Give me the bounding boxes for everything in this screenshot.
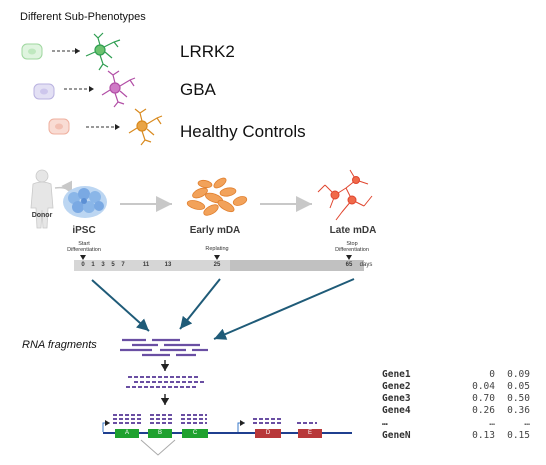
gene-name: Gene3 — [382, 393, 411, 404]
late-mda-neurons — [317, 169, 373, 221]
gene-name: GeneN — [382, 430, 411, 441]
exon-label: C — [192, 430, 198, 436]
stage-label-early-mda: Early mDA — [189, 225, 241, 236]
exon-label: E — [307, 430, 312, 436]
gene-value-1: 0.70 — [472, 393, 495, 404]
exon-e — [298, 429, 322, 438]
neuron-icon — [101, 70, 136, 108]
stop-marker — [346, 255, 352, 260]
gene-value-2: 0.15 — [507, 430, 530, 441]
aligned-reads — [113, 414, 317, 424]
gene-name: Gene1 — [382, 369, 411, 380]
phenotype-row-healthy — [48, 108, 163, 146]
rna-fragment-cluster — [120, 338, 208, 357]
gene-value-1: 0.26 — [472, 405, 495, 416]
gene-value-2: 0.50 — [507, 393, 530, 404]
event-label-replating: Replating — [205, 246, 229, 252]
replating-marker — [214, 255, 220, 260]
gene-name: Gene2 — [382, 381, 411, 392]
rna-fragments-label: RNA fragments — [22, 339, 97, 351]
tick-label: 65 — [345, 262, 353, 268]
neuron-icon — [128, 108, 163, 146]
exon-d — [255, 429, 281, 438]
exon-a — [115, 429, 139, 438]
phenotype-label-lrrk2: LRRK2 — [180, 42, 235, 61]
phenotype-label-gba: GBA — [180, 80, 216, 99]
tick-label: 5 — [111, 262, 115, 268]
tick-unit: days — [359, 262, 373, 268]
tick-label: 1 — [91, 262, 95, 268]
tick-label: 11 — [142, 262, 150, 268]
gene-value-2: 0.36 — [507, 405, 530, 416]
fragmented-reads — [126, 376, 204, 388]
gene-name: Gene4 — [382, 405, 411, 416]
phenotype-label-healthy: Healthy Controls — [180, 122, 306, 141]
early-mda-cells — [186, 177, 248, 216]
gene-value-1: 0.04 — [472, 381, 495, 392]
gene-value-2: … — [524, 417, 530, 428]
flow-arrows — [91, 278, 355, 340]
tick-label: 13 — [164, 262, 172, 268]
gene-name: … — [382, 417, 388, 428]
exon-c — [182, 429, 208, 438]
gene-value-2: 0.05 — [507, 381, 530, 392]
tick-label: 7 — [121, 262, 125, 268]
exon-label: B — [157, 430, 162, 436]
exon-b — [148, 429, 172, 438]
event-label-start: Start Differentiation — [67, 241, 101, 253]
phenotype-row-gba — [33, 70, 136, 108]
donor-figure — [30, 169, 54, 229]
exon-label: A — [124, 430, 129, 436]
neuron-icon — [85, 32, 121, 71]
stage-label-ipsc: iPSC — [72, 225, 96, 236]
tick-label: 25 — [213, 262, 221, 268]
event-label-stop: Stop Differentiation — [335, 241, 369, 253]
gene-value-1: 0.13 — [472, 430, 495, 441]
start-marker — [80, 255, 86, 260]
figure-heading: Different Sub-Phenotypes — [20, 11, 146, 23]
tick-label: 0 — [81, 262, 85, 268]
gene-model — [102, 420, 352, 456]
phenotype-row-lrrk2 — [21, 32, 121, 71]
gene-value-1: … — [489, 417, 495, 428]
exon-label: D — [265, 430, 271, 436]
stage-label-late-mda: Late mDA — [329, 225, 377, 236]
gene-value-2: 0.09 — [507, 369, 530, 380]
tick-label: 3 — [101, 262, 105, 268]
donor-label: Donor — [31, 212, 53, 219]
timeline-bar — [74, 260, 364, 271]
gene-value-1: 0 — [489, 369, 495, 380]
ipsc-colony — [63, 186, 107, 218]
